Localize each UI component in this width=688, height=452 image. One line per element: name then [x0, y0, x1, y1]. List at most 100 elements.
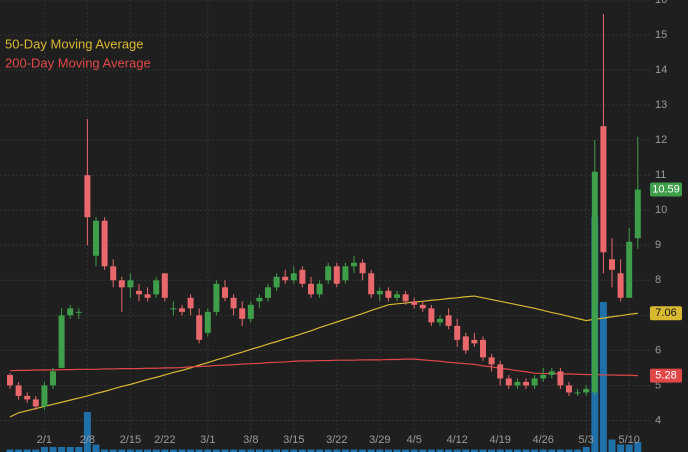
volume-bar — [187, 449, 195, 452]
candle-body — [342, 266, 349, 281]
volume-bar — [513, 449, 521, 452]
candle-body — [402, 294, 409, 302]
volume-bar — [273, 449, 281, 452]
candle-body — [540, 374, 547, 379]
x-tick-label: 5/10 — [618, 434, 639, 446]
x-tick-label: 5/3 — [579, 434, 594, 446]
volume-bar — [169, 449, 177, 452]
volume-bar — [634, 442, 642, 452]
candle-body — [15, 385, 22, 396]
volume-bar — [556, 449, 564, 452]
x-tick-label: 2/1 — [37, 434, 52, 446]
volume-bar — [230, 449, 238, 452]
candle-body — [67, 308, 74, 316]
candle-body — [557, 371, 564, 386]
candle-body — [437, 318, 443, 323]
volume-bar — [6, 449, 14, 452]
volume-bar — [195, 449, 203, 452]
candle-body — [136, 290, 142, 295]
volume-bar — [264, 449, 272, 452]
volume-bar — [367, 449, 375, 452]
x-tick-label: 3/8 — [243, 434, 258, 446]
volume-bar — [548, 449, 556, 452]
volume-bar — [333, 449, 341, 452]
candle-body — [75, 311, 82, 313]
candle-body — [179, 308, 185, 312]
candle-body — [299, 269, 306, 284]
price-flag — [650, 368, 682, 383]
volume-bar — [126, 449, 134, 452]
x-tick-label: 4/19 — [489, 434, 510, 446]
volume-bar — [75, 447, 83, 452]
candle-body — [634, 189, 641, 239]
candle-body — [239, 308, 246, 319]
candle-body — [118, 280, 125, 288]
volume-bar — [58, 447, 66, 452]
candle-body — [480, 339, 486, 358]
volume-bar — [109, 449, 117, 452]
x-tick-label: 4/5 — [407, 434, 422, 446]
volume-bar — [341, 449, 349, 452]
candle-body — [428, 308, 435, 323]
candle-body — [230, 297, 237, 309]
volume-bar — [49, 447, 57, 452]
volume-bar — [599, 302, 607, 452]
volume-bar — [92, 444, 100, 452]
x-tick-label: 3/22 — [326, 434, 347, 446]
volume-bar — [178, 449, 186, 452]
volume-bar — [23, 449, 31, 452]
volume-bar — [470, 449, 478, 452]
y-tick-label: 5 — [655, 379, 661, 391]
volume-bar — [324, 449, 332, 452]
volume-bar — [376, 449, 384, 452]
volume-bar — [419, 449, 427, 452]
candle-body — [265, 287, 271, 298]
legend-entry: 50-Day Moving Average — [5, 36, 144, 51]
candle-body — [161, 273, 168, 298]
y-tick-label: 15 — [655, 29, 667, 41]
candle-body — [333, 266, 340, 284]
x-tick-label: 4/12 — [446, 434, 467, 446]
y-tick-label: 8 — [655, 274, 661, 286]
x-tick-label: 2/8 — [80, 434, 95, 446]
volume-bar — [40, 447, 48, 452]
volume-bar — [290, 449, 298, 452]
candle-body — [32, 399, 39, 407]
volume-bar — [479, 449, 487, 452]
y-tick-label: 6 — [655, 344, 661, 356]
candle-body — [359, 262, 366, 274]
candle-body — [187, 297, 194, 309]
candle-body — [7, 374, 13, 386]
volume-bar — [101, 449, 109, 452]
candle-body — [574, 392, 581, 394]
volume-bar — [393, 449, 401, 452]
candle-body — [213, 283, 220, 312]
candle-body — [170, 308, 177, 310]
moving-average-line — [9, 358, 638, 377]
volume-bar — [152, 449, 160, 452]
price-flag — [650, 306, 682, 321]
candle-body — [548, 371, 555, 375]
volume-bar — [144, 449, 152, 452]
volume-bar — [608, 439, 616, 452]
x-tick-label: 4/26 — [532, 434, 553, 446]
x-tick-label: 3/1 — [200, 434, 215, 446]
y-tick-label: 13 — [655, 99, 667, 111]
price-flag-label: 5.28 — [655, 370, 676, 382]
legend-entry: 200-Day Moving Average — [5, 55, 151, 70]
volume-bar — [617, 444, 625, 452]
volume-bar — [453, 449, 461, 452]
volume-bar — [402, 449, 410, 452]
volume-bar — [496, 449, 504, 452]
volume-bar — [359, 449, 367, 452]
candle-body — [282, 276, 289, 281]
x-tick-label: 3/15 — [283, 434, 304, 446]
volume-bar — [83, 412, 91, 452]
y-tick-label: 9 — [655, 239, 661, 251]
volume-bar — [625, 444, 633, 452]
volume-bar — [350, 449, 358, 452]
volume-bar — [15, 449, 23, 452]
candle-body — [41, 385, 48, 407]
candle-body — [127, 280, 134, 288]
